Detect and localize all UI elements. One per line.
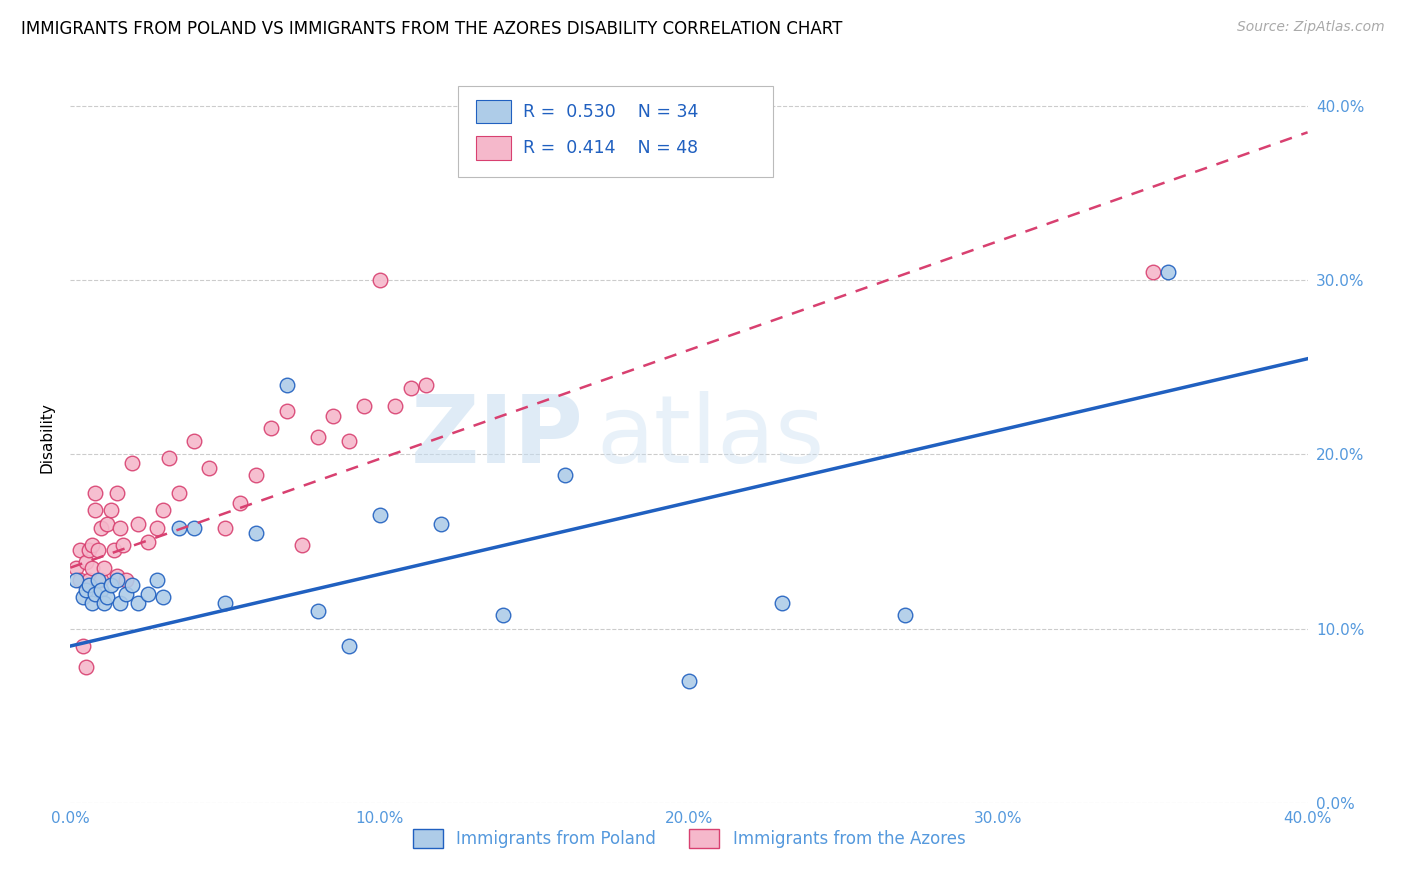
Point	[93, 560, 115, 574]
Point	[72, 639, 94, 653]
Point	[90, 583, 112, 598]
Point	[368, 273, 391, 287]
Point	[103, 543, 125, 558]
Point	[229, 496, 252, 510]
Point	[84, 503, 107, 517]
Point	[678, 673, 700, 688]
Point	[84, 587, 107, 601]
Point	[80, 595, 103, 609]
Point	[322, 409, 344, 424]
Point	[260, 421, 283, 435]
Point	[183, 521, 205, 535]
Point	[65, 560, 87, 574]
Legend: Immigrants from Poland, Immigrants from the Azores: Immigrants from Poland, Immigrants from …	[406, 822, 972, 855]
FancyBboxPatch shape	[457, 86, 773, 178]
Point	[100, 503, 122, 517]
Point	[384, 399, 406, 413]
Point	[276, 377, 298, 392]
Point	[93, 595, 115, 609]
Point	[136, 587, 159, 601]
Point	[108, 521, 131, 535]
Point	[72, 591, 94, 605]
Point	[214, 521, 236, 535]
Point	[75, 583, 97, 598]
Point	[75, 556, 97, 570]
Point	[100, 578, 122, 592]
Point	[415, 377, 437, 392]
Point	[136, 534, 159, 549]
Point	[198, 461, 221, 475]
Point	[87, 543, 110, 558]
Point	[146, 573, 169, 587]
Point	[69, 573, 91, 587]
Point	[121, 456, 143, 470]
Point	[111, 538, 134, 552]
Point	[75, 660, 97, 674]
Point	[84, 485, 107, 500]
Point	[90, 521, 112, 535]
FancyBboxPatch shape	[477, 100, 510, 123]
Point	[77, 543, 100, 558]
Point	[167, 521, 190, 535]
Point	[96, 517, 118, 532]
Point	[183, 434, 205, 448]
Point	[105, 485, 128, 500]
Point	[77, 578, 100, 592]
Point	[245, 468, 267, 483]
Point	[90, 573, 112, 587]
Text: ZIP: ZIP	[411, 391, 583, 483]
Point	[127, 517, 149, 532]
Point	[337, 639, 360, 653]
Point	[894, 607, 917, 622]
Point	[291, 538, 314, 552]
Point	[152, 591, 174, 605]
Text: R =  0.414    N = 48: R = 0.414 N = 48	[523, 139, 699, 157]
Point	[554, 468, 576, 483]
Point	[69, 543, 91, 558]
Point	[157, 450, 180, 465]
Point	[80, 538, 103, 552]
Point	[65, 573, 87, 587]
Point	[337, 434, 360, 448]
Point	[105, 573, 128, 587]
Point	[307, 604, 329, 618]
FancyBboxPatch shape	[477, 136, 510, 160]
Point	[152, 503, 174, 517]
Text: Source: ZipAtlas.com: Source: ZipAtlas.com	[1237, 20, 1385, 34]
Point	[307, 430, 329, 444]
Point	[77, 573, 100, 587]
Text: atlas: atlas	[596, 391, 824, 483]
Text: IMMIGRANTS FROM POLAND VS IMMIGRANTS FROM THE AZORES DISABILITY CORRELATION CHAR: IMMIGRANTS FROM POLAND VS IMMIGRANTS FRO…	[21, 20, 842, 37]
Point	[214, 595, 236, 609]
Text: R =  0.530    N = 34: R = 0.530 N = 34	[523, 103, 699, 120]
Point	[770, 595, 793, 609]
Point	[430, 517, 453, 532]
Y-axis label: Disability: Disability	[39, 401, 55, 473]
Point	[115, 587, 138, 601]
Point	[108, 595, 131, 609]
Point	[245, 525, 267, 540]
Point	[127, 595, 149, 609]
Point	[121, 578, 143, 592]
Point	[146, 521, 169, 535]
Point	[80, 560, 103, 574]
Point	[1157, 265, 1180, 279]
Point	[353, 399, 375, 413]
Point	[399, 381, 422, 395]
Point	[276, 404, 298, 418]
Point	[1142, 265, 1164, 279]
Point	[167, 485, 190, 500]
Point	[368, 508, 391, 523]
Point	[115, 573, 138, 587]
Point	[492, 607, 515, 622]
Point	[87, 573, 110, 587]
Point	[105, 569, 128, 583]
Point	[96, 591, 118, 605]
